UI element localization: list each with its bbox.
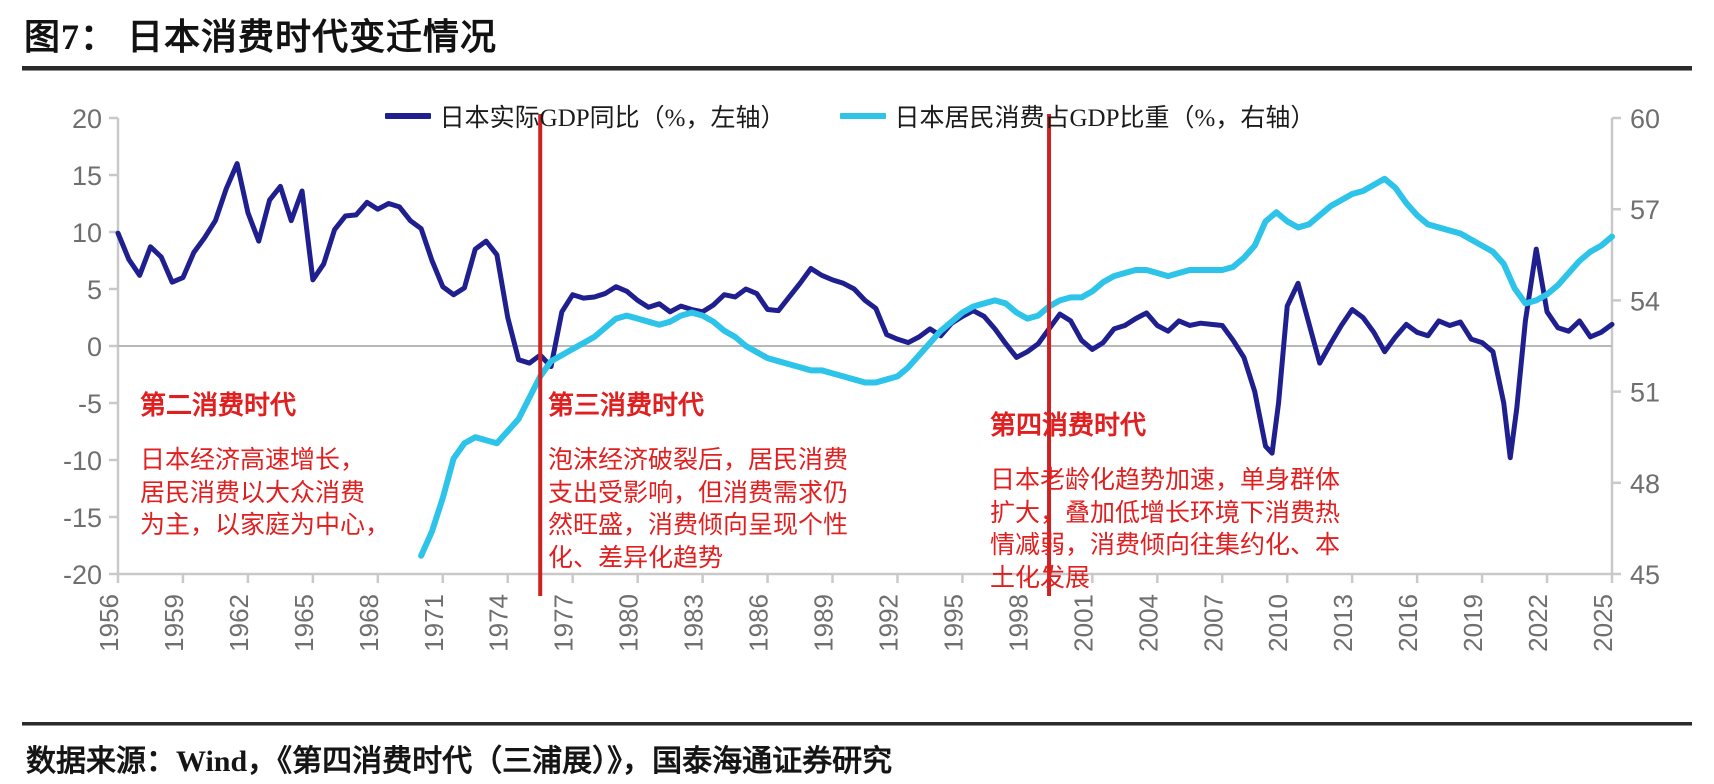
right-axis-tick-label: 51: [1630, 378, 1660, 408]
x-axis-tick-label: 2013: [1328, 594, 1358, 652]
x-axis-tick-label: 2004: [1133, 594, 1163, 652]
annotation-era2-body: 日本经济高速增长， 居民消费以大众消费 为主，以家庭为中心，: [140, 447, 391, 540]
left-axis-tick-label: -5: [78, 389, 102, 419]
series-line-1: [418, 175, 1615, 559]
right-axis-tick-label: 57: [1630, 195, 1660, 225]
x-axis-tick-label: 1989: [809, 594, 839, 652]
x-axis-tick-label: 1962: [224, 594, 254, 652]
series-line-0: [115, 161, 1615, 461]
source-note: 数据来源：Wind，《第四消费时代（三浦展）》，国泰海通证券研究: [26, 745, 893, 778]
chart-canvas: -20 -15 -10 -5 0 5 10 15 20 45 48 51 54 57 60 1956 1959 1…: [63, 104, 1660, 652]
x-axis-tick-label: 1974: [484, 594, 514, 652]
left-axis-tick-label: 0: [87, 332, 102, 362]
x-axis-tick-label: 2019: [1458, 594, 1488, 652]
annotation-era2-heading: 第二消费时代: [140, 390, 297, 420]
annotation-era4-heading: 第四消费时代: [990, 410, 1147, 440]
left-axis-tick-label: 20: [72, 104, 102, 134]
x-axis-tick-label: 1998: [1003, 594, 1033, 652]
left-axis-tick-label: -10: [63, 446, 102, 476]
left-axis-tick-label: 15: [72, 161, 102, 191]
chart-plot-area: -20 -15 -10 -5 0 5 10 15 20 45 48 51 54 57 60 1956 1959 1…: [0, 80, 1714, 680]
title-divider: [22, 66, 1692, 71]
annotation-era3-body: 泡沫经济破裂后，居民消费 支出受影响，但消费需求仍 然旺盛，消费倾向呈现个性 化…: [548, 447, 849, 572]
annotation-era3: 第三消费时代 泡沫经济破裂后，居民消费 支出受影响，但消费需求仍 然旺盛，消费倾…: [548, 368, 848, 596]
source-divider: [22, 722, 1692, 726]
x-axis-tick-label: 2022: [1523, 594, 1553, 652]
x-axis-tick-label: 1992: [873, 594, 903, 652]
right-axis-tick-label: 54: [1630, 286, 1660, 316]
right-axis-tick-label: 60: [1630, 104, 1660, 134]
x-axis-tick-label: 1983: [679, 594, 709, 652]
x-axis-tick-label: 2001: [1068, 594, 1098, 652]
annotation-era4: 第四消费时代 日本老龄化趋势加速，单身群体 扩大，叠加低增长环境下消费热 情减弱…: [990, 388, 1340, 616]
left-axis-tick-label: -15: [63, 503, 102, 533]
x-axis-tick-label: 1986: [744, 594, 774, 652]
x-axis-tick-label: 2010: [1263, 594, 1293, 652]
x-axis-tick-label: 1965: [289, 594, 319, 652]
x-axis-tick-label: 1968: [354, 594, 384, 652]
left-axis-tick-label: 10: [72, 218, 102, 248]
right-axis-tick-label: 45: [1630, 560, 1660, 590]
left-axis-tick-label: 5: [87, 275, 102, 305]
x-axis-tick-label: 1980: [614, 594, 644, 652]
x-axis-tick-label: 1971: [419, 594, 449, 652]
right-axis-tick-label: 48: [1630, 469, 1660, 499]
annotation-era3-heading: 第三消费时代: [548, 390, 705, 420]
page-title: 图7： 日本消费时代变迁情况: [24, 17, 498, 57]
x-axis-tick-label: 1977: [549, 594, 579, 652]
x-axis-tick-label: 1956: [94, 594, 124, 652]
x-axis-tick-label: 2016: [1393, 594, 1423, 652]
x-axis-tick-label: 2025: [1588, 594, 1618, 652]
x-axis-tick-label: 1995: [938, 594, 968, 652]
annotation-era4-body: 日本老龄化趋势加速，单身群体 扩大，叠加低增长环境下消费热 情减弱，消费倾向往集…: [990, 467, 1341, 592]
x-axis-tick-label: 2007: [1198, 594, 1228, 652]
annotation-era2: 第二消费时代 日本经济高速增长， 居民消费以大众消费 为主，以家庭为中心，: [140, 368, 390, 564]
x-axis-tick-label: 1959: [159, 594, 189, 652]
left-axis-tick-label: -20: [63, 560, 102, 590]
